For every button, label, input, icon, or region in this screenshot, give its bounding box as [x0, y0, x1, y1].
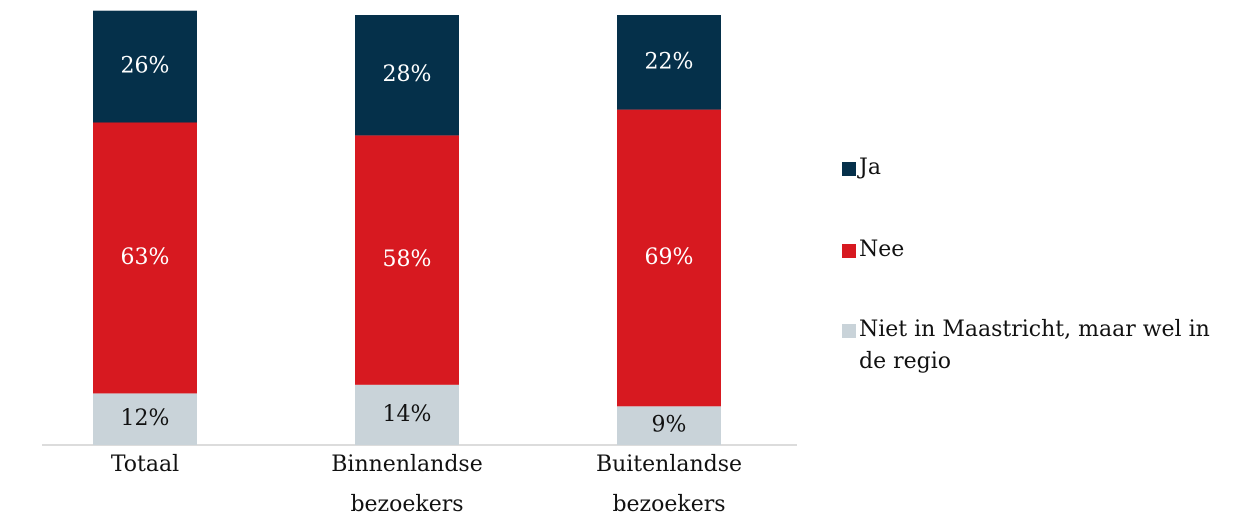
- legend-label: Niet in Maastricht, maar wel in de regio: [859, 317, 1210, 374]
- x-tick-label: Totaal: [110, 452, 180, 477]
- data-label: 12%: [121, 406, 170, 431]
- x-tick-label: Binnenlandse bezoekers: [331, 452, 483, 517]
- legend-item: Niet in Maastricht, maar wel in de regio: [842, 314, 1239, 378]
- bar-segment: [355, 15, 459, 136]
- x-tick-label: Buitenlandse bezoekers: [595, 452, 743, 517]
- bar-segment: [617, 406, 721, 445]
- data-label: 28%: [383, 62, 432, 87]
- bar-segment: [617, 15, 721, 110]
- legend-swatch: [842, 244, 856, 258]
- legend-swatch: [842, 324, 856, 338]
- bar-segment: [93, 10, 197, 123]
- bar-segment: [355, 135, 459, 385]
- legend-item: Ja: [842, 152, 1239, 184]
- data-label: 9%: [652, 413, 687, 438]
- data-label: 58%: [383, 247, 432, 272]
- data-label: 69%: [645, 245, 694, 270]
- legend-label: Nee: [859, 237, 905, 262]
- data-label: 14%: [383, 402, 432, 427]
- legend-item: Nee: [842, 234, 1239, 266]
- bar-segment: [93, 122, 197, 394]
- bar-segment: [617, 109, 721, 407]
- legend-label: Ja: [859, 155, 881, 180]
- legend-swatch: [842, 162, 856, 176]
- data-label: 22%: [645, 49, 694, 74]
- data-label: 63%: [121, 245, 170, 270]
- bar-segment: [93, 393, 197, 445]
- data-label: 26%: [121, 54, 170, 79]
- bar-segment: [355, 384, 459, 445]
